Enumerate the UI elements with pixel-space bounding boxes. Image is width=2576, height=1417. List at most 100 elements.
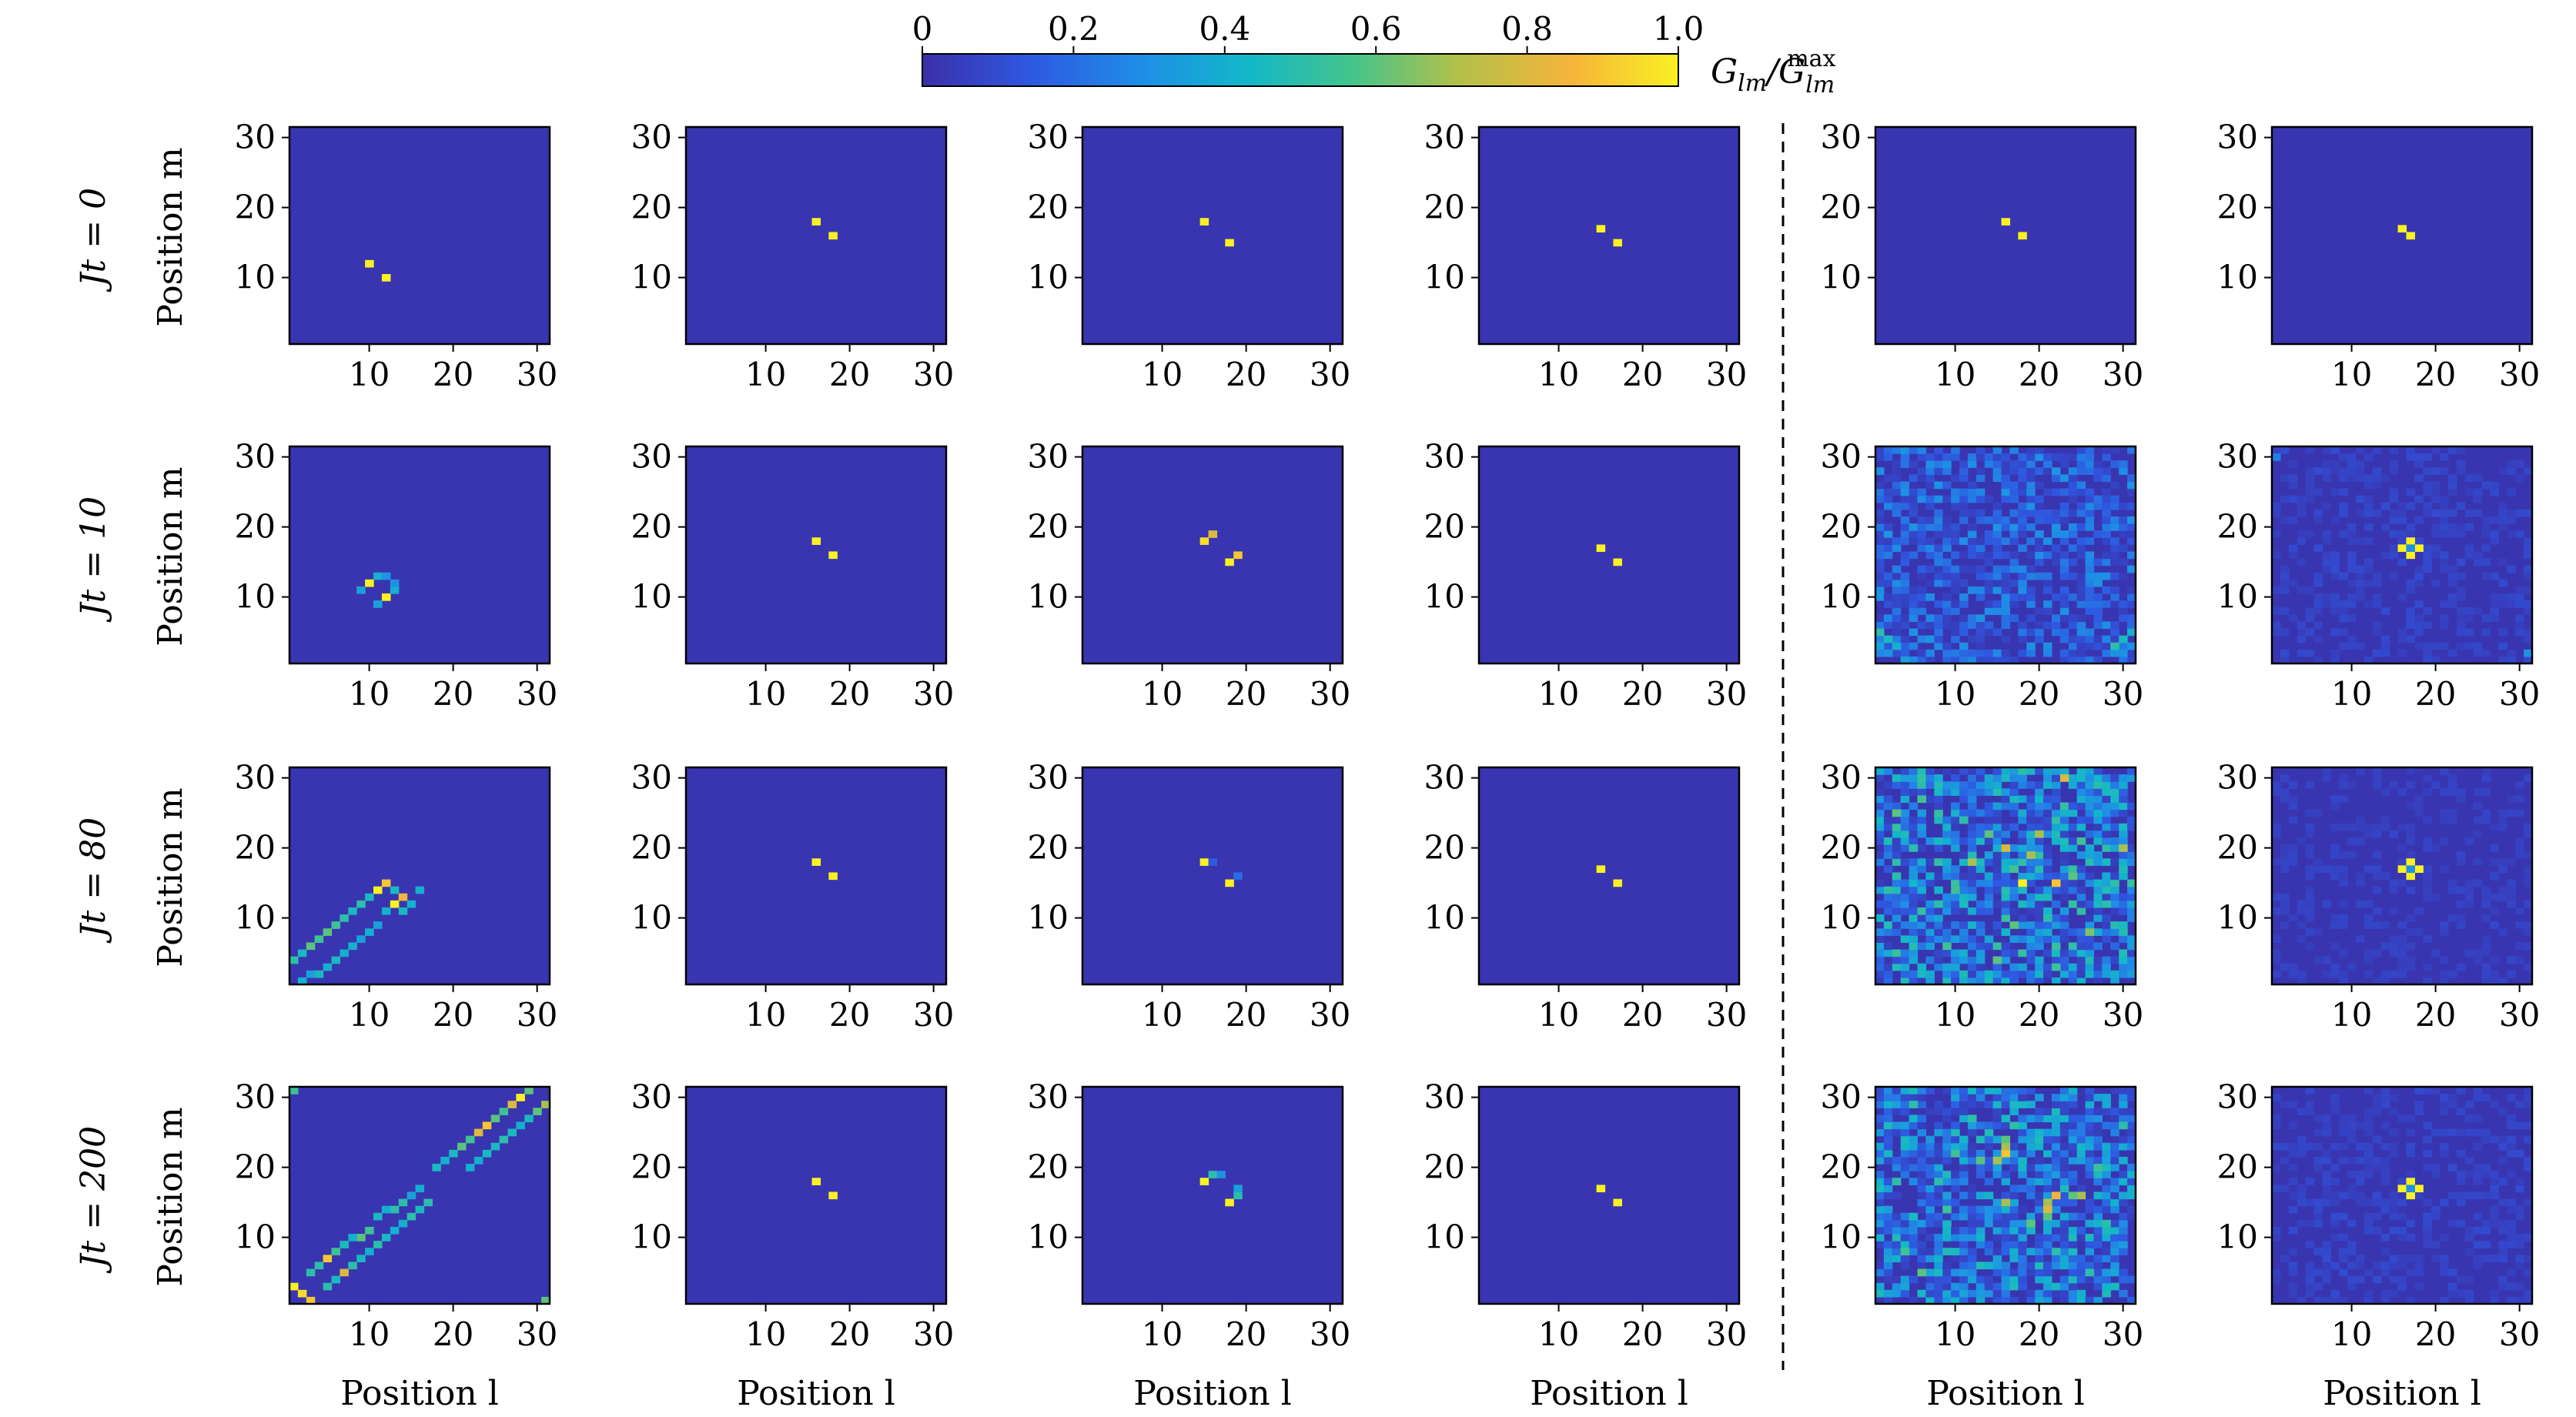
heatmap-cell — [1967, 635, 1977, 643]
heatmap-cell — [1900, 614, 1910, 623]
heatmap-cell — [2043, 537, 2052, 545]
heatmap-cell — [2127, 481, 2136, 490]
heatmap-cell — [1925, 1108, 1935, 1115]
heatmap-cell — [2051, 621, 2061, 630]
heatmap-cell — [2347, 1248, 2357, 1255]
heatmap-cell — [1892, 565, 1902, 573]
heatmap-cell — [2414, 474, 2424, 483]
heatmap-cell — [2026, 481, 2036, 490]
row-label-0: Jt = 0 — [74, 188, 113, 292]
heatmap-cell — [2305, 1282, 2315, 1291]
heatmap-cell — [2102, 900, 2111, 908]
heatmap-cell — [2339, 467, 2348, 475]
heatmap-cell — [2322, 502, 2331, 510]
heatmap-cell — [1925, 1205, 1935, 1214]
heatmap-cell — [2313, 656, 2323, 664]
heatmap-cell — [2076, 907, 2086, 915]
heatmap-cell — [2330, 446, 2340, 454]
heatmap-cell — [2018, 579, 2027, 587]
heatmap-cell — [2414, 1262, 2424, 1270]
heatmap-cell — [2515, 1234, 2524, 1242]
heatmap-cell — [2043, 928, 2052, 936]
heatmap-cell — [2093, 1268, 2103, 1277]
heatmap-cell — [323, 963, 333, 971]
heatmap-cell — [1951, 879, 1960, 887]
heatmap-cell — [2102, 1185, 2111, 1193]
heatmap-cell — [373, 921, 383, 929]
heatmap-cell — [2102, 474, 2111, 483]
heatmap-background — [686, 446, 946, 663]
heatmap-cell — [2313, 1296, 2323, 1305]
heatmap-cell — [2026, 1115, 2036, 1123]
heatmap-cell — [1875, 635, 1885, 643]
heatmap-cell — [2001, 453, 2011, 461]
heatmap-cell — [2026, 816, 2036, 824]
heatmap-cell — [2330, 1219, 2340, 1228]
heatmap-cell — [2406, 544, 2415, 553]
heatmap-cell — [2464, 1248, 2474, 1255]
heatmap-cell — [297, 1289, 307, 1298]
heatmap-cell — [2498, 816, 2507, 824]
heatmap-cell — [1199, 537, 1209, 545]
heatmap-cell — [2464, 893, 2474, 901]
heatmap-cell — [2473, 956, 2483, 964]
heatmap-cell — [2110, 1234, 2119, 1242]
heatmap-cell — [2414, 795, 2424, 804]
heatmap-cell — [2507, 1142, 2516, 1151]
heatmap-cell — [2447, 1268, 2457, 1277]
heatmap-cell — [1942, 537, 1952, 545]
heatmap-cell — [1875, 949, 1885, 957]
heatmap-cell — [1934, 816, 1943, 824]
heatmap-cell — [306, 970, 316, 978]
heatmap-cell — [2001, 949, 2011, 957]
heatmap-cell — [1984, 551, 1994, 560]
heatmap-cell — [2347, 1156, 2357, 1165]
heatmap-cell — [2322, 1171, 2331, 1178]
heatmap-cell — [2397, 788, 2407, 796]
heatmap-cell — [1883, 1255, 1893, 1263]
heatmap-cell — [2431, 530, 2441, 538]
heatmap-cell — [1917, 453, 1927, 461]
x-tick-label: 20 — [433, 1315, 473, 1353]
heatmap-cell — [2464, 488, 2474, 496]
heatmap-cell — [2026, 453, 2036, 461]
heatmap-cell — [2110, 795, 2119, 804]
heatmap-cell — [1959, 1094, 1969, 1101]
heatmap-cell — [2288, 914, 2298, 922]
heatmap-cell — [2356, 460, 2365, 468]
heatmap-cell — [2347, 963, 2357, 971]
heatmap-cell — [1909, 1241, 1919, 1248]
heatmap-cell — [2272, 586, 2281, 594]
heatmap-cell — [2018, 844, 2027, 852]
heatmap-cell — [2035, 921, 2044, 929]
heatmap-cell — [1909, 1212, 1919, 1221]
heatmap-cell — [1951, 781, 1960, 789]
heatmap-cell — [2280, 565, 2290, 573]
heatmap-cell — [2490, 907, 2499, 915]
heatmap-cell — [2380, 823, 2390, 831]
heatmap-cell — [2447, 600, 2457, 608]
heatmap-cell — [2481, 614, 2491, 623]
heatmap-cell — [2456, 1275, 2466, 1284]
heatmap-cell — [2364, 921, 2374, 929]
y-tick-label: 10 — [1821, 259, 1862, 296]
heatmap-cell — [2076, 1268, 2086, 1277]
heatmap-cell — [2330, 607, 2340, 615]
heatmap-cell — [1992, 830, 2002, 838]
heatmap-cell — [2051, 1156, 2061, 1165]
heatmap-cell — [2068, 1268, 2078, 1277]
heatmap-cell — [2347, 1135, 2357, 1144]
heatmap-cell — [2093, 928, 2103, 936]
heatmap-cell — [2372, 600, 2382, 608]
heatmap-cell — [1892, 488, 1902, 496]
heatmap-cell — [2009, 1185, 2019, 1193]
heatmap-cell — [2406, 928, 2415, 936]
heatmap-cell — [2102, 830, 2111, 838]
heatmap-cell — [1975, 551, 1986, 560]
heatmap-cell — [2001, 1156, 2011, 1165]
heatmap-cell — [499, 1108, 509, 1115]
heatmap-cell — [1892, 802, 1902, 810]
heatmap-cell — [1967, 1191, 1977, 1200]
heatmap-cell — [2330, 551, 2340, 560]
